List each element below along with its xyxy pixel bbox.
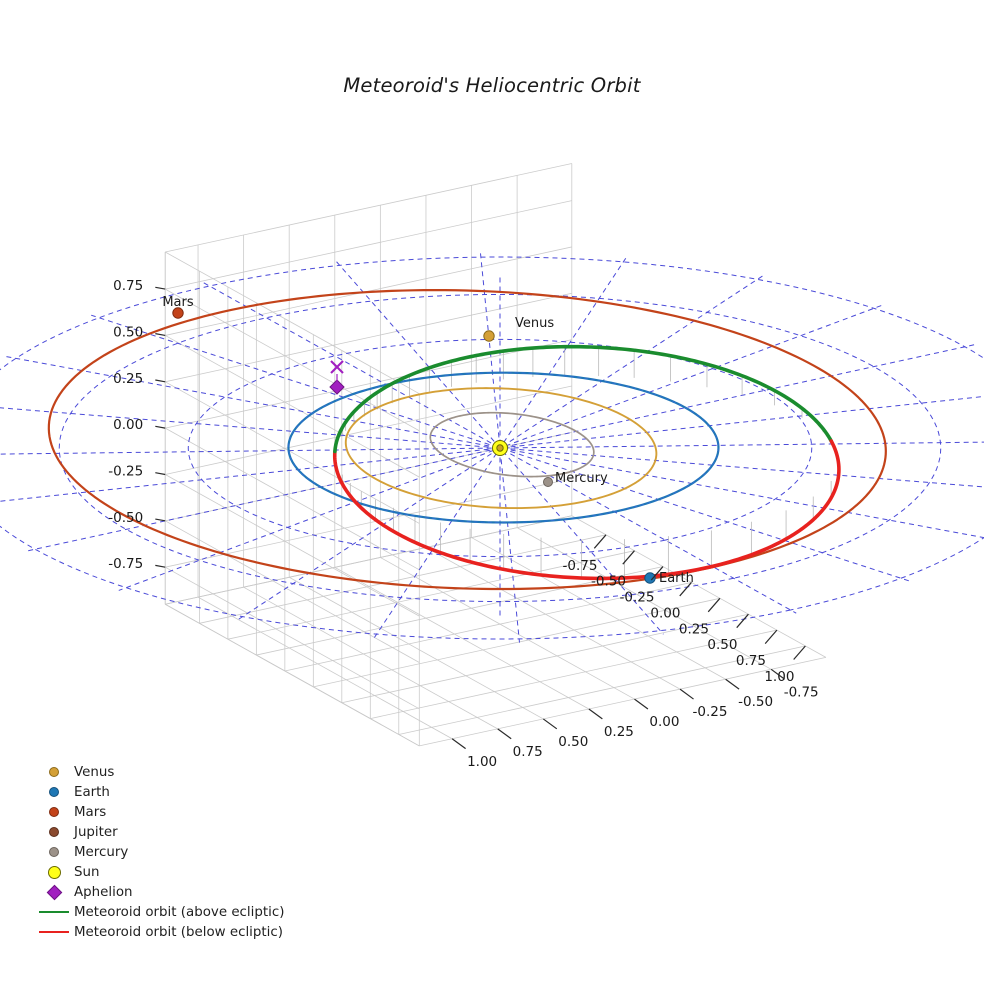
- x-tick-1: -0.50: [591, 574, 626, 590]
- sun-core: [496, 444, 504, 452]
- z-tick-6: -0.75: [108, 556, 143, 572]
- legend-line-swatch: [39, 930, 69, 934]
- x-tick-4: 0.25: [679, 621, 709, 637]
- legend-dot-marker: [47, 865, 61, 879]
- x-tick-3: 0.00: [650, 605, 680, 621]
- z-tick-5: -0.50: [108, 510, 143, 526]
- legend-item[interactable]: Venus: [34, 762, 324, 782]
- legend-item[interactable]: Sun: [34, 862, 324, 882]
- z-tick-1: 0.50: [113, 324, 143, 340]
- legend-dot-marker: [49, 787, 59, 797]
- legend-label: Venus: [74, 764, 115, 780]
- legend-dot-marker: [49, 827, 59, 837]
- y-tick-6: 0.75: [513, 744, 543, 760]
- legend-dot-marker: [49, 847, 59, 857]
- legend-item[interactable]: Meteoroid orbit (below ecliptic): [34, 922, 324, 942]
- chart-legend: Venus Earth Mars Jupiter Mercury Sun Aphelion M…: [34, 762, 324, 942]
- legend-label: Sun: [74, 864, 100, 880]
- chart-title: Meteoroid's Heliocentric Orbit: [343, 74, 641, 97]
- mars-label: Mars: [162, 295, 194, 310]
- aphelion-cross-icon: [330, 360, 344, 374]
- z-tick-3: 0.00: [113, 417, 143, 433]
- legend-marker-earth: [34, 787, 74, 797]
- y-tick-5: 0.50: [558, 734, 588, 750]
- legend-label: Meteoroid orbit (above ecliptic): [74, 904, 285, 920]
- venus-marker: [483, 330, 495, 342]
- earth-label: Earth: [659, 571, 694, 586]
- y-tick-2: -0.25: [693, 704, 728, 720]
- grid-panes: [164, 163, 827, 747]
- planet-orbit-paths: [47, 288, 887, 591]
- legend-marker-aphelion: [34, 884, 74, 900]
- meteoroid-orbit-path: [332, 344, 841, 581]
- aphelion-marker: [329, 379, 345, 395]
- legend-marker-line: [34, 930, 74, 934]
- legend-marker-jupiter: [34, 827, 74, 837]
- x-tick-6: 0.75: [736, 653, 766, 669]
- y-tick-0: -0.75: [784, 684, 819, 700]
- legend-marker-sun: [34, 865, 74, 879]
- legend-label: Jupiter: [74, 824, 118, 840]
- z-tick-4: -0.25: [108, 463, 143, 479]
- x-tick-2: -0.25: [619, 590, 654, 606]
- legend-item[interactable]: Meteoroid orbit (above ecliptic): [34, 902, 324, 922]
- x-tick-7: 1.00: [764, 669, 794, 685]
- legend-marker-venus: [34, 767, 74, 777]
- legend-item[interactable]: Earth: [34, 782, 324, 802]
- y-tick-3: 0.00: [649, 714, 679, 730]
- legend-item[interactable]: Mars: [34, 802, 324, 822]
- legend-item[interactable]: Aphelion: [34, 882, 324, 902]
- legend-item[interactable]: Mercury: [34, 842, 324, 862]
- legend-marker-line: [34, 910, 74, 914]
- earth-marker: [644, 572, 656, 584]
- axis-ticks: -0.75-0.50-0.250.000.250.500.751.00-0.75…: [108, 278, 818, 770]
- mercury-marker: [543, 477, 553, 487]
- legend-line-swatch: [39, 910, 69, 914]
- z-tick-0: 0.75: [113, 278, 143, 294]
- legend-marker-mercury: [34, 847, 74, 857]
- legend-diamond-marker: [46, 884, 62, 900]
- venus-label: Venus: [515, 316, 554, 331]
- body-markers: Mars Venus Earth Mercury: [162, 295, 694, 586]
- legend-label: Earth: [74, 784, 110, 800]
- x-tick-5: 0.50: [707, 637, 737, 653]
- meteoroid-droplines: [334, 346, 840, 579]
- z-tick-2: 0.25: [113, 371, 143, 387]
- legend-dot-marker: [49, 807, 59, 817]
- legend-label: Aphelion: [74, 884, 133, 900]
- legend-label: Mars: [74, 804, 107, 820]
- legend-item[interactable]: Jupiter: [34, 822, 324, 842]
- mars-marker: [172, 307, 184, 319]
- y-tick-7: 1.00: [467, 754, 497, 770]
- legend-marker-mars: [34, 807, 74, 817]
- x-tick-0: -0.75: [563, 558, 598, 574]
- y-tick-1: -0.50: [738, 694, 773, 710]
- legend-dot-marker: [49, 767, 59, 777]
- y-tick-4: 0.25: [604, 724, 634, 740]
- legend-label: Meteoroid orbit (below ecliptic): [74, 924, 283, 940]
- legend-label: Mercury: [74, 844, 129, 860]
- mercury-label: Mercury: [555, 471, 608, 486]
